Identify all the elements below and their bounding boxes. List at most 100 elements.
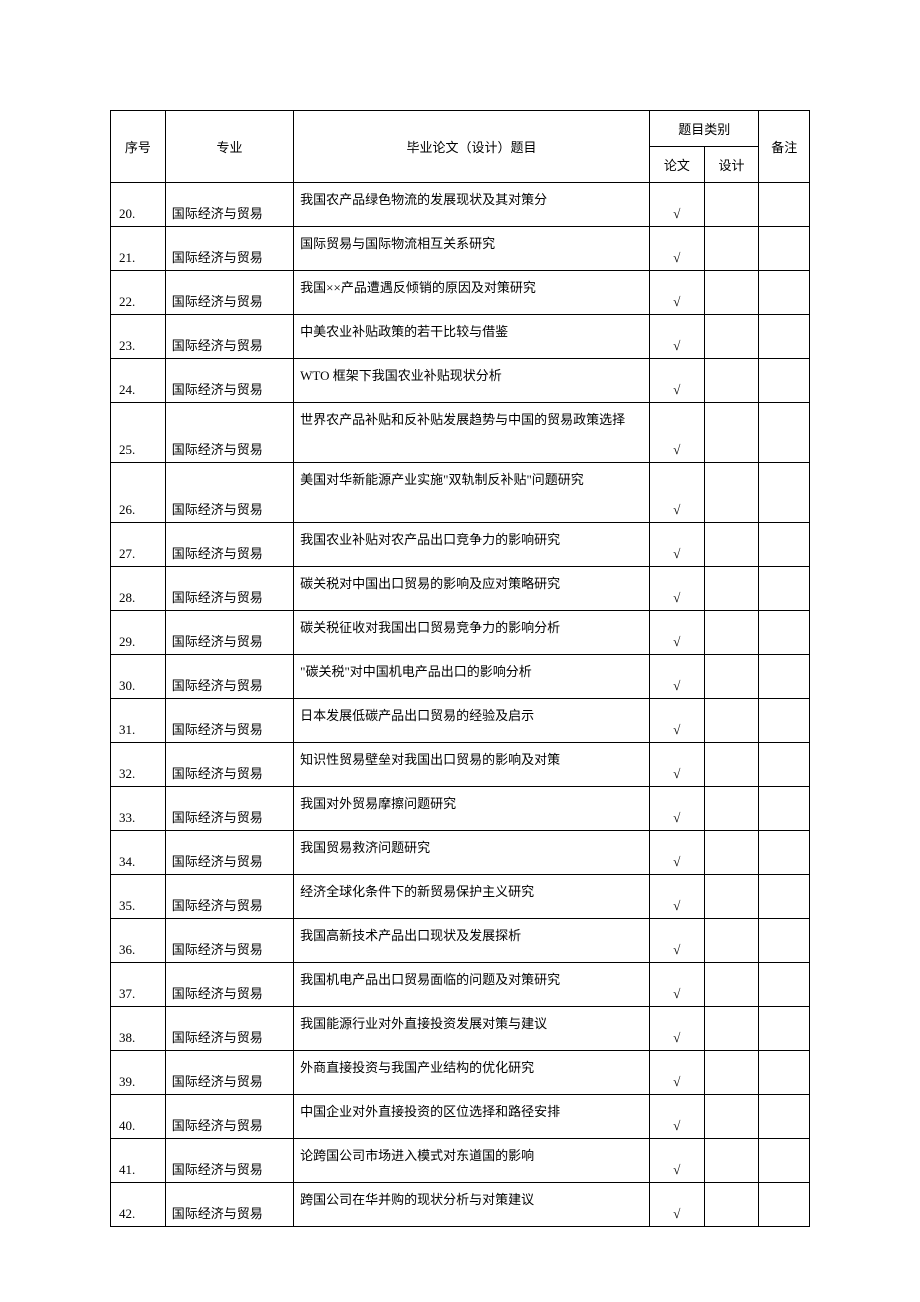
design-check-cell xyxy=(704,787,759,831)
design-check-cell xyxy=(704,271,759,315)
major-cell: 国际经济与贸易 xyxy=(165,699,293,743)
header-note: 备注 xyxy=(759,111,810,183)
major-cell: 国际经济与贸易 xyxy=(165,523,293,567)
note-cell xyxy=(759,655,810,699)
note-cell xyxy=(759,315,810,359)
topic-cell: 经济全球化条件下的新贸易保护主义研究 xyxy=(294,875,650,919)
seq-cell: 41. xyxy=(111,1139,166,1183)
seq-cell: 37. xyxy=(111,963,166,1007)
topic-cell: 我国××产品遭遇反倾销的原因及对策研究 xyxy=(294,271,650,315)
seq-cell: 22. xyxy=(111,271,166,315)
note-cell xyxy=(759,787,810,831)
paper-check-cell: √ xyxy=(649,963,704,1007)
seq-cell: 38. xyxy=(111,1007,166,1051)
topic-cell: 中国企业对外直接投资的区位选择和路径安排 xyxy=(294,1095,650,1139)
seq-cell: 24. xyxy=(111,359,166,403)
major-cell: 国际经济与贸易 xyxy=(165,227,293,271)
header-seq: 序号 xyxy=(111,111,166,183)
table-row: 34.国际经济与贸易我国贸易救济问题研究√ xyxy=(111,831,810,875)
major-cell: 国际经济与贸易 xyxy=(165,315,293,359)
seq-cell: 20. xyxy=(111,183,166,227)
topic-cell: 我国贸易救济问题研究 xyxy=(294,831,650,875)
paper-check-cell: √ xyxy=(649,523,704,567)
topic-cell: 国际贸易与国际物流相互关系研究 xyxy=(294,227,650,271)
table-row: 23.国际经济与贸易中美农业补贴政策的若干比较与借鉴√ xyxy=(111,315,810,359)
paper-check-cell: √ xyxy=(649,463,704,523)
paper-check-cell: √ xyxy=(649,919,704,963)
major-cell: 国际经济与贸易 xyxy=(165,463,293,523)
topic-cell: WTO 框架下我国农业补贴现状分析 xyxy=(294,359,650,403)
note-cell xyxy=(759,1051,810,1095)
table-row: 22.国际经济与贸易我国××产品遭遇反倾销的原因及对策研究√ xyxy=(111,271,810,315)
major-cell: 国际经济与贸易 xyxy=(165,963,293,1007)
table-row: 37.国际经济与贸易我国机电产品出口贸易面临的问题及对策研究√ xyxy=(111,963,810,1007)
paper-check-cell: √ xyxy=(649,699,704,743)
note-cell xyxy=(759,699,810,743)
seq-cell: 29. xyxy=(111,611,166,655)
design-check-cell xyxy=(704,831,759,875)
header-topic: 毕业论文（设计）题目 xyxy=(294,111,650,183)
paper-check-cell: √ xyxy=(649,1095,704,1139)
design-check-cell xyxy=(704,919,759,963)
seq-cell: 32. xyxy=(111,743,166,787)
design-check-cell xyxy=(704,183,759,227)
paper-check-cell: √ xyxy=(649,611,704,655)
seq-cell: 42. xyxy=(111,1183,166,1227)
topic-cell: 我国能源行业对外直接投资发展对策与建议 xyxy=(294,1007,650,1051)
paper-check-cell: √ xyxy=(649,567,704,611)
note-cell xyxy=(759,523,810,567)
table-row: 24.国际经济与贸易WTO 框架下我国农业补贴现状分析√ xyxy=(111,359,810,403)
major-cell: 国际经济与贸易 xyxy=(165,359,293,403)
major-cell: 国际经济与贸易 xyxy=(165,831,293,875)
design-check-cell xyxy=(704,1183,759,1227)
table-row: 21.国际经济与贸易国际贸易与国际物流相互关系研究√ xyxy=(111,227,810,271)
design-check-cell xyxy=(704,1051,759,1095)
seq-cell: 23. xyxy=(111,315,166,359)
header-major: 专业 xyxy=(165,111,293,183)
table-row: 32.国际经济与贸易知识性贸易壁垒对我国出口贸易的影响及对策√ xyxy=(111,743,810,787)
design-check-cell xyxy=(704,655,759,699)
table-row: 28.国际经济与贸易碳关税对中国出口贸易的影响及应对策略研究√ xyxy=(111,567,810,611)
note-cell xyxy=(759,1095,810,1139)
topic-cell: 知识性贸易壁垒对我国出口贸易的影响及对策 xyxy=(294,743,650,787)
table-row: 30.国际经济与贸易"碳关税"对中国机电产品出口的影响分析√ xyxy=(111,655,810,699)
major-cell: 国际经济与贸易 xyxy=(165,611,293,655)
table-body: 20.国际经济与贸易我国农产品绿色物流的发展现状及其对策分√21.国际经济与贸易… xyxy=(111,183,810,1227)
table-header: 序号 专业 毕业论文（设计）题目 题目类别 备注 论文 设计 xyxy=(111,111,810,183)
topic-cell: 我国对外贸易摩擦问题研究 xyxy=(294,787,650,831)
design-check-cell xyxy=(704,567,759,611)
table-row: 26.国际经济与贸易美国对华新能源产业实施"双轨制反补贴"问题研究√ xyxy=(111,463,810,523)
major-cell: 国际经济与贸易 xyxy=(165,403,293,463)
design-check-cell xyxy=(704,1139,759,1183)
topic-cell: 我国机电产品出口贸易面临的问题及对策研究 xyxy=(294,963,650,1007)
design-check-cell xyxy=(704,315,759,359)
table-row: 27.国际经济与贸易我国农业补贴对农产品出口竞争力的影响研究√ xyxy=(111,523,810,567)
paper-check-cell: √ xyxy=(649,359,704,403)
table-row: 40.国际经济与贸易中国企业对外直接投资的区位选择和路径安排√ xyxy=(111,1095,810,1139)
table-row: 25.国际经济与贸易世界农产品补贴和反补贴发展趋势与中国的贸易政策选择√ xyxy=(111,403,810,463)
note-cell xyxy=(759,1183,810,1227)
major-cell: 国际经济与贸易 xyxy=(165,271,293,315)
seq-cell: 33. xyxy=(111,787,166,831)
seq-cell: 27. xyxy=(111,523,166,567)
seq-cell: 28. xyxy=(111,567,166,611)
paper-check-cell: √ xyxy=(649,1007,704,1051)
table-row: 41.国际经济与贸易论跨国公司市场进入模式对东道国的影响√ xyxy=(111,1139,810,1183)
paper-check-cell: √ xyxy=(649,271,704,315)
paper-check-cell: √ xyxy=(649,315,704,359)
seq-cell: 31. xyxy=(111,699,166,743)
paper-check-cell: √ xyxy=(649,1183,704,1227)
design-check-cell xyxy=(704,523,759,567)
major-cell: 国际经济与贸易 xyxy=(165,1095,293,1139)
design-check-cell xyxy=(704,699,759,743)
paper-check-cell: √ xyxy=(649,875,704,919)
topic-cell: 碳关税征收对我国出口贸易竞争力的影响分析 xyxy=(294,611,650,655)
table-row: 42.国际经济与贸易跨国公司在华并购的现状分析与对策建议√ xyxy=(111,1183,810,1227)
note-cell xyxy=(759,963,810,1007)
design-check-cell xyxy=(704,875,759,919)
table-row: 36.国际经济与贸易我国高新技术产品出口现状及发展探析√ xyxy=(111,919,810,963)
header-design: 设计 xyxy=(704,147,759,183)
topic-cell: 中美农业补贴政策的若干比较与借鉴 xyxy=(294,315,650,359)
seq-cell: 35. xyxy=(111,875,166,919)
design-check-cell xyxy=(704,463,759,523)
